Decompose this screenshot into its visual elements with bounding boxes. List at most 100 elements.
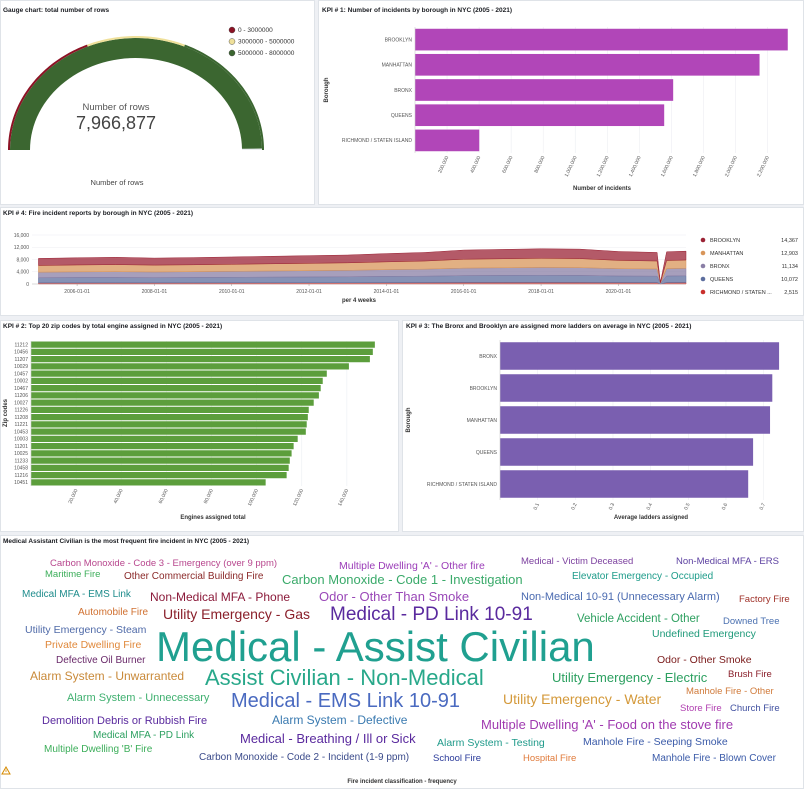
x-tick-label: 2012-01-01 [296, 289, 322, 295]
x-tick-label: 80,000 [203, 488, 215, 505]
x-axis-label: Average ladders assigned [614, 515, 688, 521]
legend-swatch [700, 263, 706, 269]
word: Factory Fire [739, 594, 790, 605]
word: Multiple Dwelling 'B' Fire [44, 744, 153, 755]
word: Medical - PD Link 10-91 [330, 604, 533, 625]
warning-icon [1, 765, 11, 775]
word: Multiple Dwelling 'A' - Other fire [339, 560, 485, 572]
y-tick-label: 10458 [14, 466, 28, 472]
y-axis-label: Zip codes [3, 398, 9, 427]
bar [31, 399, 314, 406]
gauge-range [87, 36, 185, 47]
y-tick-label: BRONX [479, 354, 497, 360]
y-tick-label: 10456 [14, 350, 28, 356]
legend-value: 10,072 [781, 277, 798, 283]
x-tick-label: 20,000 [68, 488, 80, 505]
legend-label: QUEENS [710, 277, 734, 283]
legend-swatch [700, 289, 706, 295]
x-tick-label: 2016-01-01 [451, 289, 477, 295]
word: Manhole Fire - Seeping Smoke [583, 736, 728, 748]
y-tick-label: 10453 [14, 429, 28, 435]
x-tick-label: 2014-01-01 [374, 289, 400, 295]
word: Vehicle Accident - Other [577, 613, 700, 625]
word: Hospital Fire [523, 753, 576, 764]
bar [500, 470, 749, 498]
word: School Fire [433, 753, 481, 764]
x-axis-label: per 4 weeks [342, 298, 377, 304]
x-tick-label: 0.3 [608, 502, 616, 511]
bar [500, 438, 754, 466]
bar [31, 457, 290, 464]
x-axis-label: Number of incidents [573, 186, 632, 192]
word: Manhole Fire - Other [686, 686, 774, 697]
x-tick-label: 2006-01-01 [64, 289, 90, 295]
y-tick-label: 10025 [14, 451, 28, 457]
x-tick-label: 2010-01-01 [219, 289, 245, 295]
word: Non-Medical MFA - Phone [150, 590, 290, 604]
y-tick-label: 10002 [14, 379, 28, 385]
gauge-panel [0, 0, 315, 205]
word: Brush Fire [728, 669, 772, 680]
legend-value: 14,367 [781, 238, 798, 244]
bar [415, 53, 760, 76]
y-tick-label: 11233 [14, 458, 28, 464]
word: Alarm System - Unwarranted [30, 669, 184, 683]
word: Defective Oil Burner [56, 655, 146, 666]
word: Utility Emergency - Gas [163, 606, 310, 622]
x-axis-label: Engines assigned total [180, 515, 246, 521]
bar [31, 385, 321, 392]
y-tick-label: BRONX [394, 88, 412, 94]
bar [31, 472, 287, 479]
word: Medical - Victim Deceased [521, 556, 633, 567]
panel-title: KPI # 3: The Bronx and Brooklyn are assi… [406, 323, 691, 330]
word: Non-Medical MFA - ERS [676, 556, 779, 567]
bar [31, 377, 323, 384]
x-tick-label: 0.1 [533, 502, 541, 511]
y-tick-label: RICHMOND / STATEN ISLAND [342, 138, 412, 144]
bar [500, 374, 773, 402]
word: Manhole Fire - Blown Cover [652, 753, 777, 764]
y-tick-label: 10467 [14, 386, 28, 392]
panel-title: Gauge chart: total number of rows [3, 7, 110, 14]
word: Assist Civilian - Non-Medical [205, 665, 484, 690]
y-tick-label: MANHATTAN [467, 418, 498, 424]
bar [500, 342, 780, 370]
bar [415, 129, 480, 152]
y-tick-label: 4,000 [16, 270, 29, 276]
legend-label: RICHMOND / STATEN ... [710, 290, 772, 296]
gauge-label: Number of rows [82, 102, 149, 113]
x-tick-label: 0.4 [646, 502, 654, 511]
legend-swatch [228, 38, 236, 45]
y-tick-label: 10451 [14, 480, 28, 486]
word: Medical - Breathing / Ill or Sick [240, 731, 416, 746]
gauge-value-label: 7,966,877 [76, 113, 156, 133]
word: Non-Medical 10-91 (Unnecessary Alarm) [521, 591, 720, 603]
gauge-range [184, 44, 264, 150]
word: Other Commercial Building Fire [124, 571, 264, 582]
legend-swatch [228, 26, 236, 34]
y-axis-label: Borough [406, 407, 412, 432]
word: Medical - EMS Link 10-91 [231, 690, 460, 712]
wordcloud-panel [0, 535, 804, 789]
word: Demolition Debris or Rubbish Fire [42, 715, 207, 727]
gauge-range [8, 44, 88, 150]
word: Medical MFA - EMS Link [22, 589, 132, 600]
word: Church Fire [730, 703, 780, 714]
bar [415, 28, 788, 51]
word: Undefined Emergency [652, 628, 757, 640]
bar [31, 370, 327, 377]
y-tick-label: 10003 [14, 437, 28, 443]
legend-value: 12,903 [781, 251, 798, 257]
word: Carbon Monoxide - Code 3 - Emergency (ov… [50, 558, 277, 569]
bar [31, 443, 294, 450]
legend-label: MANHATTAN [710, 251, 743, 257]
bar [31, 406, 309, 413]
word: Medical MFA - PD Link [93, 730, 195, 741]
word: Carbon Monoxide - Code 1 - Investigation [282, 572, 523, 587]
word: Store Fire [680, 703, 722, 714]
panel-title: KPI # 4: Fire incident reports by boroug… [3, 210, 193, 217]
y-tick-label: 16,000 [14, 233, 30, 239]
legend-label: BRONX [710, 264, 730, 270]
panel-title: KPI # 1: Number of incidents by borough … [322, 7, 512, 14]
